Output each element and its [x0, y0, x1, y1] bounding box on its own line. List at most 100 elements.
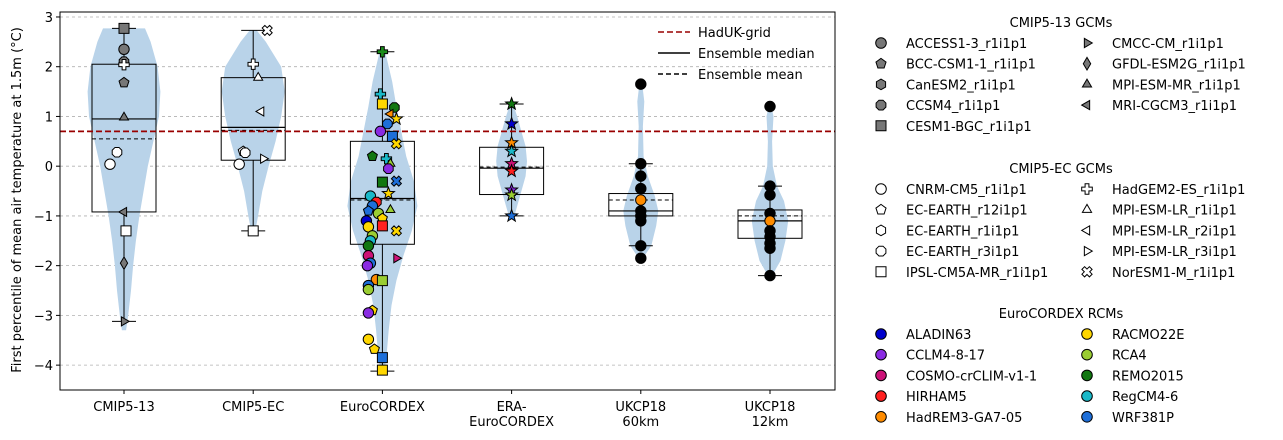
- legend-panel: HadUK-grid Ensemble median Ensemble mean CM…: [658, 16, 1246, 426]
- data-point: [261, 24, 273, 37]
- data-point: [376, 275, 388, 287]
- data-point: [382, 118, 393, 130]
- data-point: [504, 163, 519, 178]
- data-point: [635, 182, 647, 195]
- x-tick-label: UKCP18: [615, 400, 666, 415]
- legend-marker: [1082, 56, 1092, 72]
- legend-label: MPI-ESM-LR_r3i1p1: [1112, 245, 1237, 260]
- data-point: [119, 255, 129, 271]
- data-point: [764, 100, 776, 113]
- data-point: [117, 206, 128, 218]
- box-iqr: [220, 77, 286, 161]
- legend-marker: [875, 328, 887, 340]
- legend-label: CESM1-BGC_r1i1p1: [906, 120, 1032, 135]
- data-point: [376, 98, 388, 110]
- data-point: [635, 170, 647, 182]
- legend-marker: [875, 348, 887, 361]
- data-point: [362, 283, 375, 296]
- data-point: [118, 59, 130, 71]
- data-point: [504, 96, 519, 111]
- data-point: [111, 146, 123, 158]
- data-point: [104, 158, 116, 170]
- legend-label: RACMO22E: [1112, 328, 1184, 343]
- data-point: [504, 116, 519, 131]
- legend-label: CNRM-CM5_r1i1p1: [906, 183, 1027, 198]
- data-point: [260, 153, 270, 165]
- data-point: [247, 225, 259, 237]
- y-tick-label: 2: [45, 61, 53, 76]
- legend-label: EC-EARTH_r12i1p1: [906, 204, 1028, 219]
- x-tick-label: EuroCORDEX: [340, 400, 425, 415]
- data-point: [390, 138, 403, 150]
- legend-marker: [875, 411, 887, 423]
- legend-marker: [875, 390, 887, 402]
- data-point: [368, 343, 380, 354]
- inner-legend-label: HadUK-grid: [698, 26, 771, 41]
- axes-frame: [59, 11, 836, 391]
- legend-label: MPI-ESM-MR_r1i1p1: [1112, 78, 1241, 93]
- legend-label: ACCESS1-3_r1i1p1: [906, 37, 1027, 52]
- data-point: [381, 185, 396, 200]
- legend-label: REMO2015: [1112, 369, 1184, 384]
- data-point: [390, 225, 403, 237]
- data-point: [376, 220, 388, 232]
- legend-label: COSMO-crCLIM-v1-1: [906, 369, 1037, 384]
- inner-legend-label: Ensemble mean: [698, 68, 803, 83]
- data-point: [374, 125, 387, 137]
- legend-label: EC-EARTH_r1i1p1: [906, 224, 1019, 239]
- x-tick-label: CMIP5-EC: [222, 400, 284, 415]
- legend-marker: [1081, 348, 1093, 361]
- data-point: [504, 187, 519, 202]
- y-tick-label: −1: [34, 210, 53, 225]
- legend-label: GFDL-ESM2G_r1i1p1: [1112, 58, 1246, 73]
- data-point: [385, 203, 396, 214]
- data-point: [635, 78, 647, 90]
- y-axis-label: First percentile of mean air temperature…: [10, 27, 25, 373]
- legend-marker: [875, 245, 887, 257]
- legend-marker: [1081, 265, 1093, 278]
- data-point: [247, 58, 259, 70]
- legend-marker: [875, 369, 887, 382]
- data-point: [362, 205, 374, 216]
- data-point: [361, 260, 374, 272]
- data-point: [362, 333, 375, 345]
- data-point: [376, 364, 388, 376]
- data-point: [383, 163, 394, 174]
- data-point: [764, 189, 776, 201]
- legend-marker: [1080, 99, 1091, 111]
- legend-label: MRI-CGCM3_r1i1p1: [1112, 99, 1237, 114]
- data-point: [389, 111, 404, 126]
- legend-marker: [875, 183, 887, 195]
- legend-marker: [1081, 328, 1093, 340]
- data-point: [118, 43, 130, 55]
- data-point: [764, 269, 776, 282]
- data-point: [635, 158, 647, 170]
- legend-title: CMIP5-13 GCMs: [1010, 16, 1113, 31]
- legend-marker: [875, 224, 887, 237]
- data-point: [254, 106, 265, 117]
- legend-label: MPI-ESM-LR_r2i1p1: [1112, 224, 1237, 239]
- legend-marker: [1081, 369, 1093, 382]
- legend-label: NorESM1-M_r1i1p1: [1112, 266, 1235, 281]
- data-point: [764, 180, 776, 192]
- data-point: [384, 108, 394, 120]
- data-point: [120, 225, 132, 237]
- legend-label: RegCM4-6: [1112, 390, 1178, 405]
- data-point: [118, 76, 130, 88]
- x-tick-label: CMIP5-13: [93, 400, 154, 415]
- legend-marker: [1083, 245, 1094, 257]
- legend-label: MPI-ESM-LR_r1i1p1: [1112, 204, 1237, 219]
- legend-label: CanESM2_r1i1p1: [906, 78, 1016, 93]
- data-point: [376, 352, 388, 364]
- legend-marker: [1081, 390, 1093, 402]
- legend-label: EC-EARTH_r3i1p1: [906, 245, 1019, 260]
- legend-marker: [875, 120, 887, 132]
- data-point: [376, 46, 389, 58]
- legend-label: CCLM4-8-17: [906, 349, 985, 364]
- data-point: [393, 252, 403, 264]
- data-point: [635, 252, 647, 264]
- data-point: [362, 240, 375, 252]
- data-point: [635, 240, 647, 252]
